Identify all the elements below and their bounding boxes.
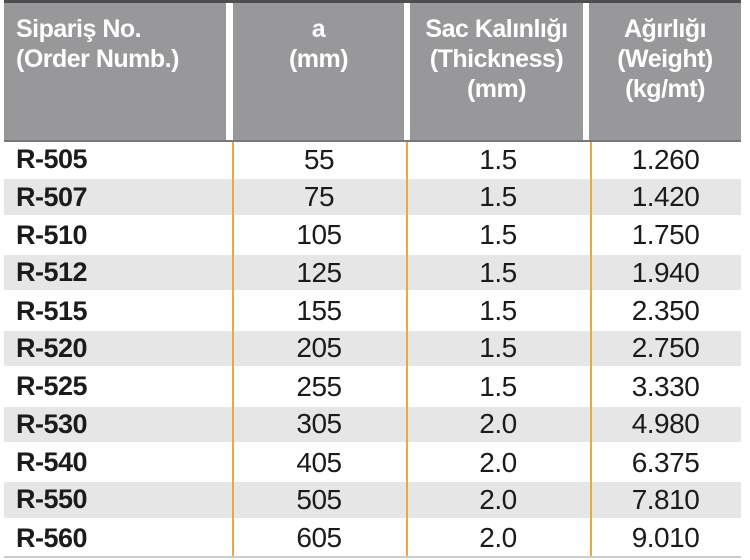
column-header-line: (Thickness) xyxy=(429,45,564,73)
table-bottom-border xyxy=(4,556,741,558)
cell-a: 125 xyxy=(296,256,342,288)
cell-weight: 1.940 xyxy=(631,256,700,288)
cell-a: 405 xyxy=(296,446,342,478)
cell-weight: 4.980 xyxy=(631,408,700,440)
table-row: R-550 505 2.0 7.810 xyxy=(4,480,741,521)
cell-a: 75 xyxy=(303,181,335,213)
table-row: R-540 405 2.0 6.375 xyxy=(4,445,741,480)
column-header-order: Sipariş No. (Order Numb.) xyxy=(4,3,226,140)
column-header-a: a (mm) xyxy=(233,3,404,140)
column-header-line: Sac Kalınlığı xyxy=(425,15,568,43)
header-bottom-edge xyxy=(4,140,741,142)
cell-a: 255 xyxy=(296,370,342,402)
cell-weight: 1.420 xyxy=(631,181,700,213)
table-row: R-530 305 2.0 4.980 xyxy=(4,404,741,445)
table-row: R-515 155 1.5 2.350 xyxy=(4,293,741,328)
cell-a: 55 xyxy=(303,143,335,175)
cell-order: R-520 xyxy=(16,332,88,363)
table-row: R-520 205 1.5 2.750 xyxy=(4,328,741,370)
cell-a: 305 xyxy=(296,408,342,440)
cell-order: R-505 xyxy=(16,144,88,175)
column-header-line: (kg/mt) xyxy=(625,75,705,103)
cell-weight: 9.010 xyxy=(631,522,700,554)
cell-weight: 6.375 xyxy=(631,446,700,478)
cell-thickness: 1.5 xyxy=(479,256,517,288)
table-body: R-505 55 1.5 1.260 R-507 75 1.5 1.420 R-510 105 1.… xyxy=(4,142,741,556)
cell-order: R-560 xyxy=(16,522,88,553)
column-divider xyxy=(590,142,592,556)
cell-weight: 1.260 xyxy=(631,143,700,175)
cell-weight: 7.810 xyxy=(631,483,700,515)
cell-order: R-550 xyxy=(16,484,88,515)
table-row: R-560 605 2.0 9.010 xyxy=(4,521,741,556)
table-row: R-510 105 1.5 1.750 xyxy=(4,218,741,253)
cell-a: 155 xyxy=(296,295,342,327)
cell-thickness: 1.5 xyxy=(479,370,517,402)
column-divider xyxy=(406,142,408,556)
cell-weight: 3.330 xyxy=(631,370,700,402)
cell-weight: 2.750 xyxy=(631,332,700,364)
cell-order: R-525 xyxy=(16,371,88,402)
cell-a: 105 xyxy=(296,219,342,251)
cell-thickness: 2.0 xyxy=(479,446,517,478)
column-header-weight: Ağırlığı (Weight) (kg/mt) xyxy=(589,3,741,140)
cell-thickness: 2.0 xyxy=(479,483,517,515)
cell-weight: 1.750 xyxy=(631,219,700,251)
column-header-line: (Order Numb.) xyxy=(16,45,179,73)
column-header-line: a xyxy=(311,15,326,43)
cell-thickness: 1.5 xyxy=(479,332,517,364)
cell-weight: 2.350 xyxy=(631,295,700,327)
cell-thickness: 1.5 xyxy=(479,181,517,213)
column-header-line: Sipariş No. xyxy=(16,15,142,43)
column-header-line: (mm) xyxy=(288,45,349,73)
cell-a: 605 xyxy=(296,522,342,554)
spec-table: Sipariş No. (Order Numb.) a (mm) Sac Kalınlı… xyxy=(4,0,741,558)
table-row: R-507 75 1.5 1.420 xyxy=(4,177,741,218)
cell-a: 205 xyxy=(296,332,342,364)
column-header-line: (Weight) xyxy=(617,45,713,73)
cell-order: R-507 xyxy=(16,181,88,212)
table-header-row: Sipariş No. (Order Numb.) a (mm) Sac Kalınlı… xyxy=(4,3,741,140)
cell-thickness: 1.5 xyxy=(479,219,517,251)
cell-thickness: 2.0 xyxy=(479,408,517,440)
table-row: R-512 125 1.5 1.940 xyxy=(4,253,741,294)
column-header-line: Ağırlığı xyxy=(623,15,707,43)
column-divider xyxy=(232,142,234,556)
column-header-line: (mm) xyxy=(466,75,527,103)
cell-order: R-512 xyxy=(16,257,88,288)
cell-thickness: 1.5 xyxy=(479,295,517,327)
cell-order: R-530 xyxy=(16,408,88,439)
cell-thickness: 1.5 xyxy=(479,143,517,175)
table-top-border xyxy=(4,0,741,3)
cell-order: R-515 xyxy=(16,295,88,326)
cell-order: R-510 xyxy=(16,219,88,250)
cell-a: 505 xyxy=(296,483,342,515)
table-row: R-505 55 1.5 1.260 xyxy=(4,142,741,177)
table-row: R-525 255 1.5 3.330 xyxy=(4,369,741,404)
cell-order: R-540 xyxy=(16,447,88,478)
column-header-thickness: Sac Kalınlığı (Thickness) (mm) xyxy=(410,3,583,140)
cell-thickness: 2.0 xyxy=(479,522,517,554)
